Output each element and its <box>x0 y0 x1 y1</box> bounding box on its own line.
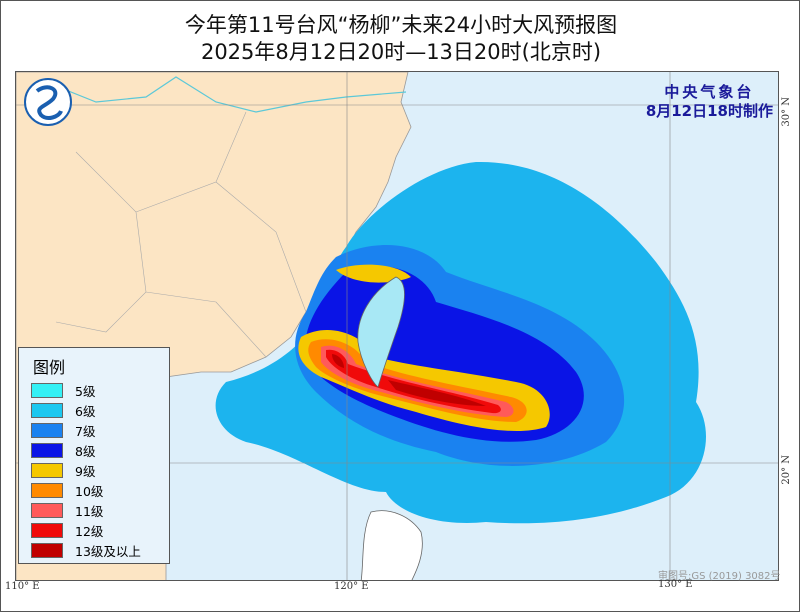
issue-time: 8月12日18时制作 <box>645 102 773 120</box>
legend-item: 6级 <box>31 400 169 420</box>
legend-swatch <box>31 422 63 438</box>
lon-tick-110: 110° E <box>5 581 40 592</box>
legend-item: 10级 <box>31 480 169 500</box>
map-subtitle: 2025年8月12日20时—13日20时(北京时) <box>200 40 602 64</box>
legend-item: 8级 <box>31 440 169 460</box>
legend-item: 5级 <box>31 380 169 400</box>
luzon-island <box>360 510 423 580</box>
legend-swatch <box>31 462 63 478</box>
legend-item: 9级 <box>31 460 169 480</box>
legend-swatch <box>31 502 63 518</box>
legend-item: 7级 <box>31 420 169 440</box>
taiwan-island <box>357 276 405 388</box>
legend: 图例 5级 6级 7级 8级 9级 10级 11级 12级 13级及以上 <box>18 347 170 564</box>
legend-label: 10级 <box>75 483 104 499</box>
issuer-name: 中央气象台 <box>664 83 755 101</box>
legend-label: 11级 <box>75 503 104 519</box>
legend-swatch <box>31 442 63 458</box>
cma-logo-icon <box>24 78 72 126</box>
legend-swatch <box>31 542 63 558</box>
legend-title: 图例 <box>33 358 66 377</box>
legend-label: 13级及以上 <box>75 543 141 559</box>
map-title: 今年第11号台风“杨柳”未来24小时大风预报图 <box>184 13 618 37</box>
legend-label: 9级 <box>75 463 96 479</box>
legend-label: 5级 <box>75 383 96 399</box>
lat-tick-20: 20° N <box>781 455 792 485</box>
legend-item: 12级 <box>31 520 169 540</box>
legend-swatch <box>31 382 63 398</box>
approval-number: 审图号:GS (2019) 3082号 <box>658 571 781 582</box>
lon-tick-130: 130° E <box>658 579 693 590</box>
legend-label: 7级 <box>75 423 96 439</box>
legend-swatch <box>31 482 63 498</box>
lat-tick-30: 30° N <box>781 97 792 127</box>
lon-tick-120: 120° E <box>334 581 369 592</box>
legend-item: 13级及以上 <box>31 540 169 560</box>
legend-swatch <box>31 402 63 418</box>
issuer-label: 中央气象台 8月12日18时制作 <box>646 83 773 121</box>
legend-label: 6级 <box>75 403 96 419</box>
legend-item: 11级 <box>31 500 169 520</box>
legend-label: 12级 <box>75 523 104 539</box>
wind-level-13-plus <box>332 354 486 406</box>
legend-label: 8级 <box>75 443 96 459</box>
legend-swatch <box>31 522 63 538</box>
